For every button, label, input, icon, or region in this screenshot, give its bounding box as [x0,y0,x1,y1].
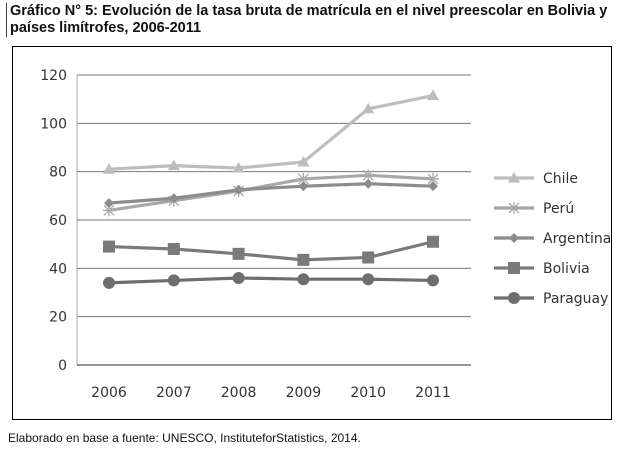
gridlines [77,74,471,366]
legend-marker-paraguay [508,292,520,304]
x-tick-label-2007: 2007 [156,385,192,401]
x-tick-label-2006: 2006 [91,385,127,401]
point-paraguay-2006 [103,276,115,289]
line-chart: 0 20 40 60 80 100 120 2006 2007 2008 2009 2010 2011 C… [40,68,611,401]
point-peru-2010 [362,169,375,182]
legend-label-chile: Chile [543,171,578,187]
x-tick-label-2010: 2010 [350,385,386,401]
point-bolivia-2008 [232,247,245,260]
source-note: Elaborado en base a fuente: UNESCO, Inst… [8,431,361,445]
series-line-bolivia [108,240,434,262]
point-paraguay-2011 [427,274,439,287]
y-tick-label-0: 0 [58,358,67,374]
series-line-peru [108,173,434,212]
point-chile-2010 [362,102,375,114]
point-bolivia-2009 [297,253,310,266]
legend-item-paraguay: Paraguay [494,291,608,307]
series-line-paraguay [108,276,434,285]
legend-label-argentina: Argentina [543,231,611,247]
legend-label-paraguay: Paraguay [543,291,608,307]
x-tick-label-2009: 2009 [286,385,322,401]
legend-item-argentina: Argentina [494,231,611,247]
point-argentina-2011 [428,181,438,192]
point-argentina-2006 [104,198,114,209]
legend-label-peru: Perú [543,201,574,217]
series-line-chile [108,93,434,171]
legend-marker-bolivia [508,262,520,274]
chart-title: Gráfico N° 5: Evolución de la tasa bruta… [10,3,608,36]
chart-frame: 0 20 40 60 80 100 120 2006 2007 2008 2009 2010 2011 C… [12,46,612,420]
title-bar: Gráfico N° 5: Evolución de la tasa bruta… [6,3,621,37]
legend-marker-chile [508,172,520,183]
y-tick-label-20: 20 [49,310,67,326]
point-chile-2007 [167,159,180,171]
point-chile-2006 [103,163,115,174]
y-tick-label-60: 60 [49,213,67,229]
point-argentina-2007 [168,193,179,204]
y-tick-label-120: 120 [40,68,67,84]
point-bolivia-2006 [103,240,115,253]
legend-item-bolivia: Bolivia [494,261,590,277]
y-tick-label-40: 40 [49,261,67,277]
point-argentina-2008 [233,184,244,195]
legend: Chile Perú Argentina Bolivia Paraguay [494,171,611,307]
point-argentina-2009 [298,181,309,192]
legend-marker-argentina [509,233,519,243]
series-bolivia [103,235,439,266]
point-chile-2009 [297,156,310,167]
x-tick-label-2011: 2011 [415,385,451,401]
point-bolivia-2010 [362,251,375,264]
legend-label-bolivia: Bolivia [543,261,590,277]
point-bolivia-2011 [427,235,439,248]
point-bolivia-2007 [167,243,180,255]
point-paraguay-2008 [232,272,245,284]
series-paraguay [103,272,439,289]
point-paraguay-2010 [362,273,375,286]
point-paraguay-2007 [167,274,180,287]
legend-item-chile: Chile [494,171,578,187]
series-peru [103,169,439,217]
y-tick-label-100: 100 [40,116,67,132]
series-argentina [104,178,438,209]
legend-marker-peru [508,202,520,214]
series-chile [103,89,439,174]
x-tick-label-2008: 2008 [221,385,257,401]
point-paraguay-2009 [297,273,310,286]
series-line-argentina [108,182,434,205]
point-chile-2008 [232,162,245,173]
point-argentina-2010 [363,178,374,189]
point-chile-2011 [427,89,439,101]
legend-item-peru: Perú [494,201,574,217]
y-tick-label-80: 80 [49,165,67,181]
